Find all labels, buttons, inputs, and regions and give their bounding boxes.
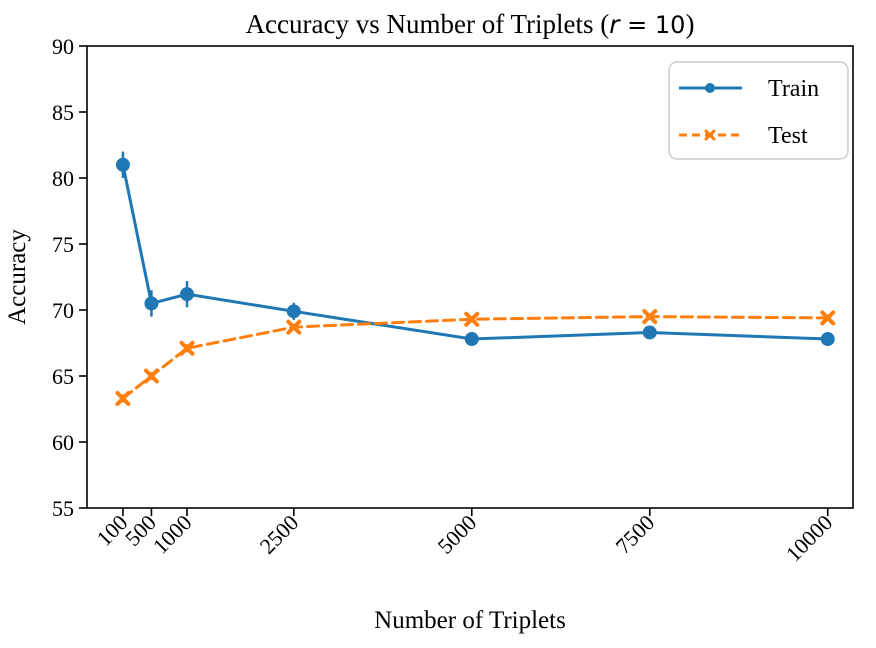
x-tick-label: 2500 [255,510,304,559]
test-marker [642,309,658,325]
y-tick-label: 55 [52,496,74,521]
chart-title-close: ) [685,9,694,39]
test-marker [464,311,480,327]
train-marker [286,304,301,319]
y-tick-label: 75 [52,232,74,257]
train-marker [115,157,130,172]
test-marker [115,390,131,406]
y-tick-label: 65 [52,364,74,389]
y-tick-label: 85 [52,100,74,125]
train-marker-icon [705,83,715,93]
x-tick-label: 10000 [781,510,838,567]
legend: Train Test [668,61,849,160]
chart-title-prefix: Accuracy vs Number of Triplets ( [246,9,610,39]
train-marker [642,325,657,340]
series-layer [115,151,836,406]
legend-item-train: Train [679,76,819,102]
legend-label-test: Test [768,123,808,149]
test-marker [820,310,836,326]
train-marker [820,332,835,347]
legend-item-test: Test [679,123,808,149]
train-marker [144,296,159,311]
axes-spines [86,45,854,509]
y-tick-label: 90 [52,34,74,59]
y-tick-label: 70 [52,298,74,323]
x-tick-label: 1000 [148,510,197,559]
train-marker [464,332,479,347]
y-tick-label: 80 [52,166,74,191]
chart-title: Accuracy vs Number of Triplets (r = 10) [246,9,695,39]
train-marker [180,287,195,302]
chart-title-math-rest: = 10 [620,11,686,39]
x-tick-label: 5000 [433,510,482,559]
test-marker-icon [704,129,716,141]
y-axis-label: Accuracy [4,229,31,325]
test-marker [143,368,159,384]
y-tick-label: 60 [52,430,74,455]
test-marker [179,340,195,356]
chart-title-math-var: r [609,10,621,39]
x-tick-label: 7500 [610,510,659,559]
legend-label-train: Train [768,76,819,102]
test-marker [286,319,302,335]
x-axis-label: Number of Triplets [374,607,566,634]
legend-frame [668,61,849,160]
